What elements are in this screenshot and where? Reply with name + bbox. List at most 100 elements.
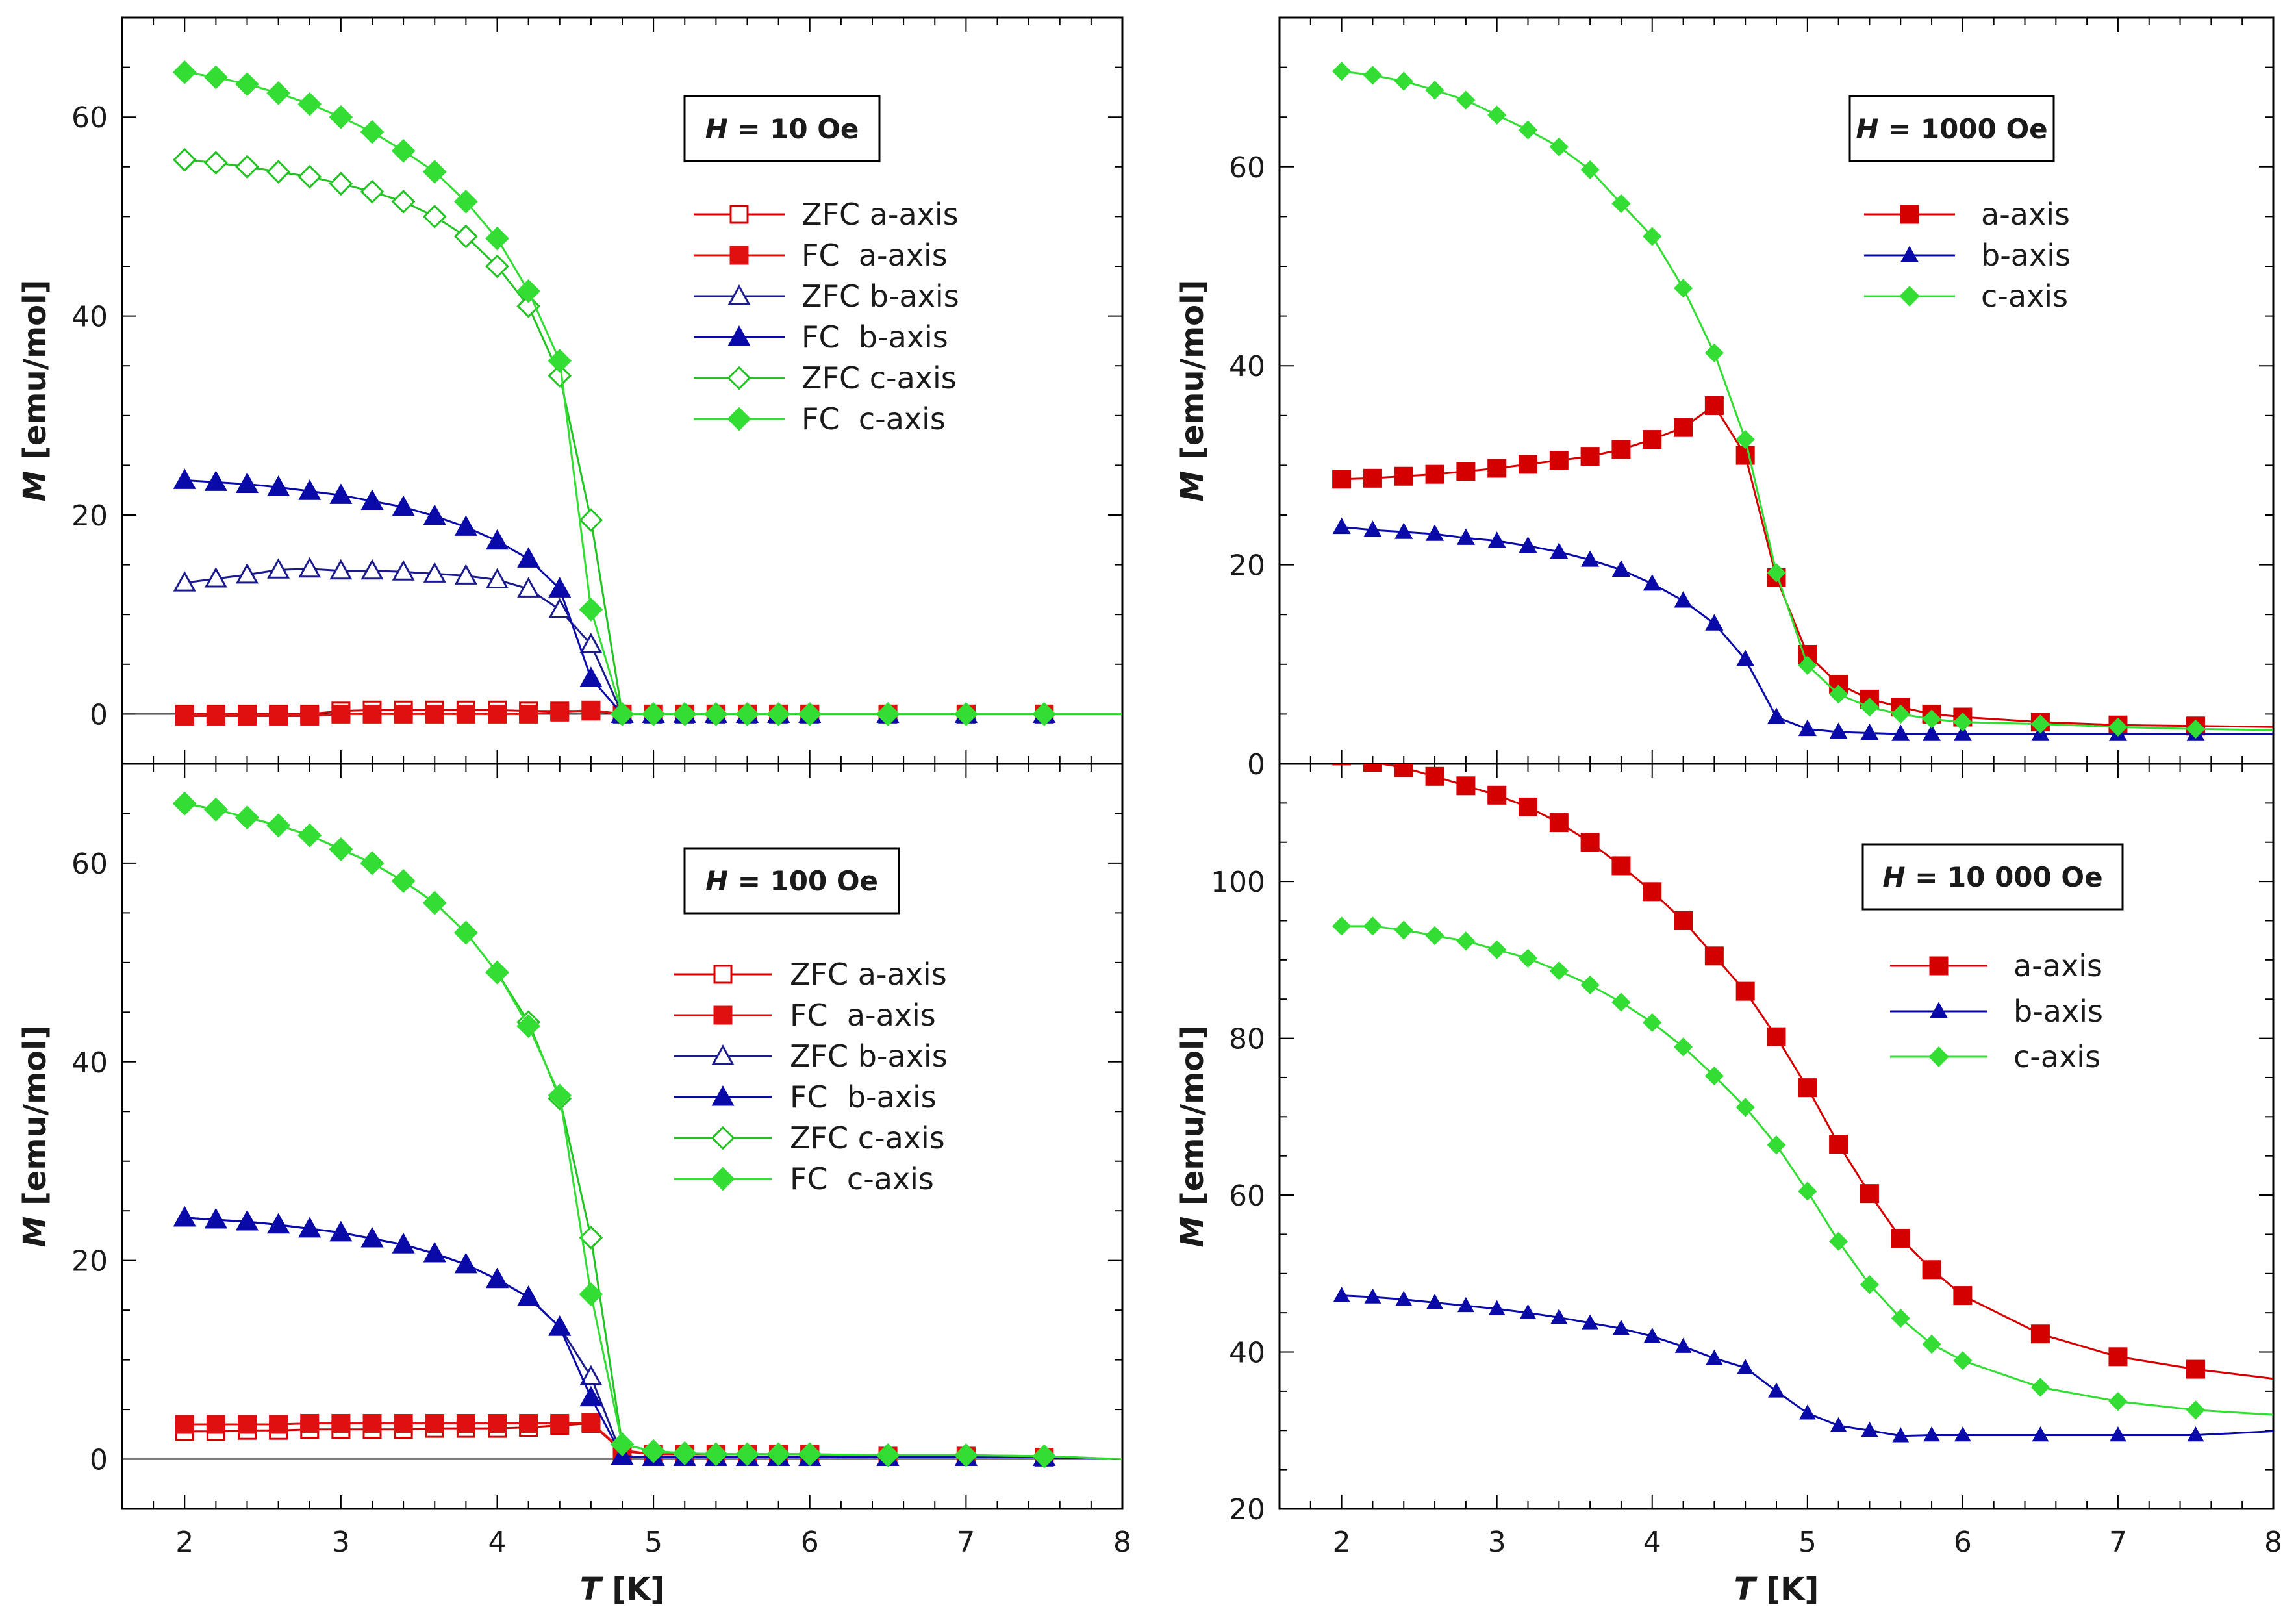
legend-label: ZFC b-axis xyxy=(790,1039,948,1074)
data-point xyxy=(610,1432,635,1456)
data-point xyxy=(204,797,228,822)
data-point xyxy=(579,633,603,653)
y-tick-label: 20 xyxy=(71,499,108,533)
data-point xyxy=(485,254,509,279)
x-tick-label: 7 xyxy=(957,1526,975,1559)
data-point xyxy=(704,1442,728,1467)
data-point xyxy=(1611,856,1631,876)
data-point xyxy=(876,702,900,726)
data-point xyxy=(391,190,416,214)
data-point xyxy=(1426,1294,1443,1309)
y-tick-label: 20 xyxy=(1229,549,1265,583)
data-point xyxy=(298,479,322,500)
data-point xyxy=(1550,542,1569,559)
legend-marker xyxy=(729,205,749,224)
legend-label: ZFC a-axis xyxy=(790,957,947,992)
y-tick-label: 60 xyxy=(1229,1180,1265,1213)
data-point xyxy=(548,364,572,388)
chart-panel-p2: 0 20 40 60 M [emu/mol] H = 1000 Oe a-axis b-axi… xyxy=(1174,16,2275,781)
data-point xyxy=(1394,920,1413,940)
data-point xyxy=(1425,464,1444,484)
data-point xyxy=(766,1442,790,1467)
legend-marker xyxy=(711,1167,735,1191)
x-tick-label: 6 xyxy=(801,1526,819,1559)
data-point xyxy=(362,704,382,724)
data-point xyxy=(1768,1382,1785,1398)
y-axis-title: M [emu/mol] xyxy=(17,279,53,501)
data-point xyxy=(1456,90,1476,110)
data-point xyxy=(235,805,259,829)
data-point xyxy=(1798,719,1817,737)
data-point xyxy=(362,1413,382,1433)
data-point xyxy=(1519,797,1537,816)
data-point xyxy=(454,564,477,585)
field-label-box xyxy=(1861,843,2124,911)
legend-marker xyxy=(727,366,751,390)
data-point xyxy=(1704,396,1724,415)
data-point xyxy=(1549,961,1569,981)
data-point xyxy=(238,1415,257,1434)
data-point xyxy=(1425,926,1444,946)
data-point xyxy=(488,1413,507,1433)
data-point xyxy=(1704,343,1724,362)
data-point xyxy=(173,571,196,592)
data-point xyxy=(1032,1444,1057,1469)
data-point xyxy=(1519,1304,1537,1319)
data-layer xyxy=(172,60,1122,726)
data-point xyxy=(422,890,447,915)
data-point xyxy=(1829,685,1848,704)
data-point xyxy=(954,702,978,726)
data-point xyxy=(2030,1324,2050,1344)
data-point xyxy=(1737,1359,1754,1374)
data-point xyxy=(392,1233,415,1254)
data-point xyxy=(1487,940,1507,959)
data-point xyxy=(360,1226,384,1248)
data-point xyxy=(641,1439,666,1463)
data-point xyxy=(1394,522,1413,539)
data-point xyxy=(454,190,478,214)
data-point xyxy=(1395,1291,1413,1306)
data-point xyxy=(1487,459,1507,478)
data-point xyxy=(206,706,225,726)
data-point xyxy=(548,598,572,618)
data-point xyxy=(486,568,509,589)
data-point xyxy=(1953,1351,1973,1370)
data-layer xyxy=(1332,62,2273,741)
legend-label: ZFC b-axis xyxy=(801,279,959,314)
data-point xyxy=(1549,813,1569,833)
data-point xyxy=(331,704,351,724)
data-point xyxy=(1798,1078,1817,1098)
data-point xyxy=(1611,560,1630,577)
data-point xyxy=(423,562,446,583)
data-point xyxy=(206,1415,225,1434)
x-tick-label: 4 xyxy=(1643,1526,1661,1559)
legend-marker xyxy=(1929,956,1949,976)
data-point xyxy=(1394,764,1413,777)
y-tick-label: 100 xyxy=(1211,866,1265,899)
data-point xyxy=(329,1220,353,1242)
data-point xyxy=(1673,1037,1693,1057)
legend-label: ZFC c-axis xyxy=(801,360,957,396)
data-point xyxy=(1456,931,1476,951)
data-point xyxy=(172,60,197,84)
data-point xyxy=(1611,440,1631,459)
y-tick-label: 40 xyxy=(71,301,108,334)
data-point xyxy=(1798,1404,1816,1420)
data-point xyxy=(1798,655,1817,675)
legend-marker xyxy=(727,325,751,346)
data-point xyxy=(1363,916,1383,936)
legend: a-axis b-axis c-axis xyxy=(1864,197,2071,314)
data-point xyxy=(1611,194,1631,214)
legend-marker xyxy=(727,407,751,431)
data-point xyxy=(1798,1181,1817,1201)
data-point xyxy=(1456,528,1475,545)
data-point xyxy=(1580,160,1600,180)
legend: ZFC a-axis FC a-axis ZFC b-axis FC b-axis ZF… xyxy=(694,197,959,436)
y-axis-title: M [emu/mol] xyxy=(1174,279,1211,501)
data-point xyxy=(360,179,385,204)
legend-label: FC a-axis xyxy=(790,998,936,1033)
data-point xyxy=(579,1226,603,1250)
data-point xyxy=(1032,702,1057,726)
data-point xyxy=(548,577,572,598)
legend-label: FC c-axis xyxy=(801,401,946,436)
